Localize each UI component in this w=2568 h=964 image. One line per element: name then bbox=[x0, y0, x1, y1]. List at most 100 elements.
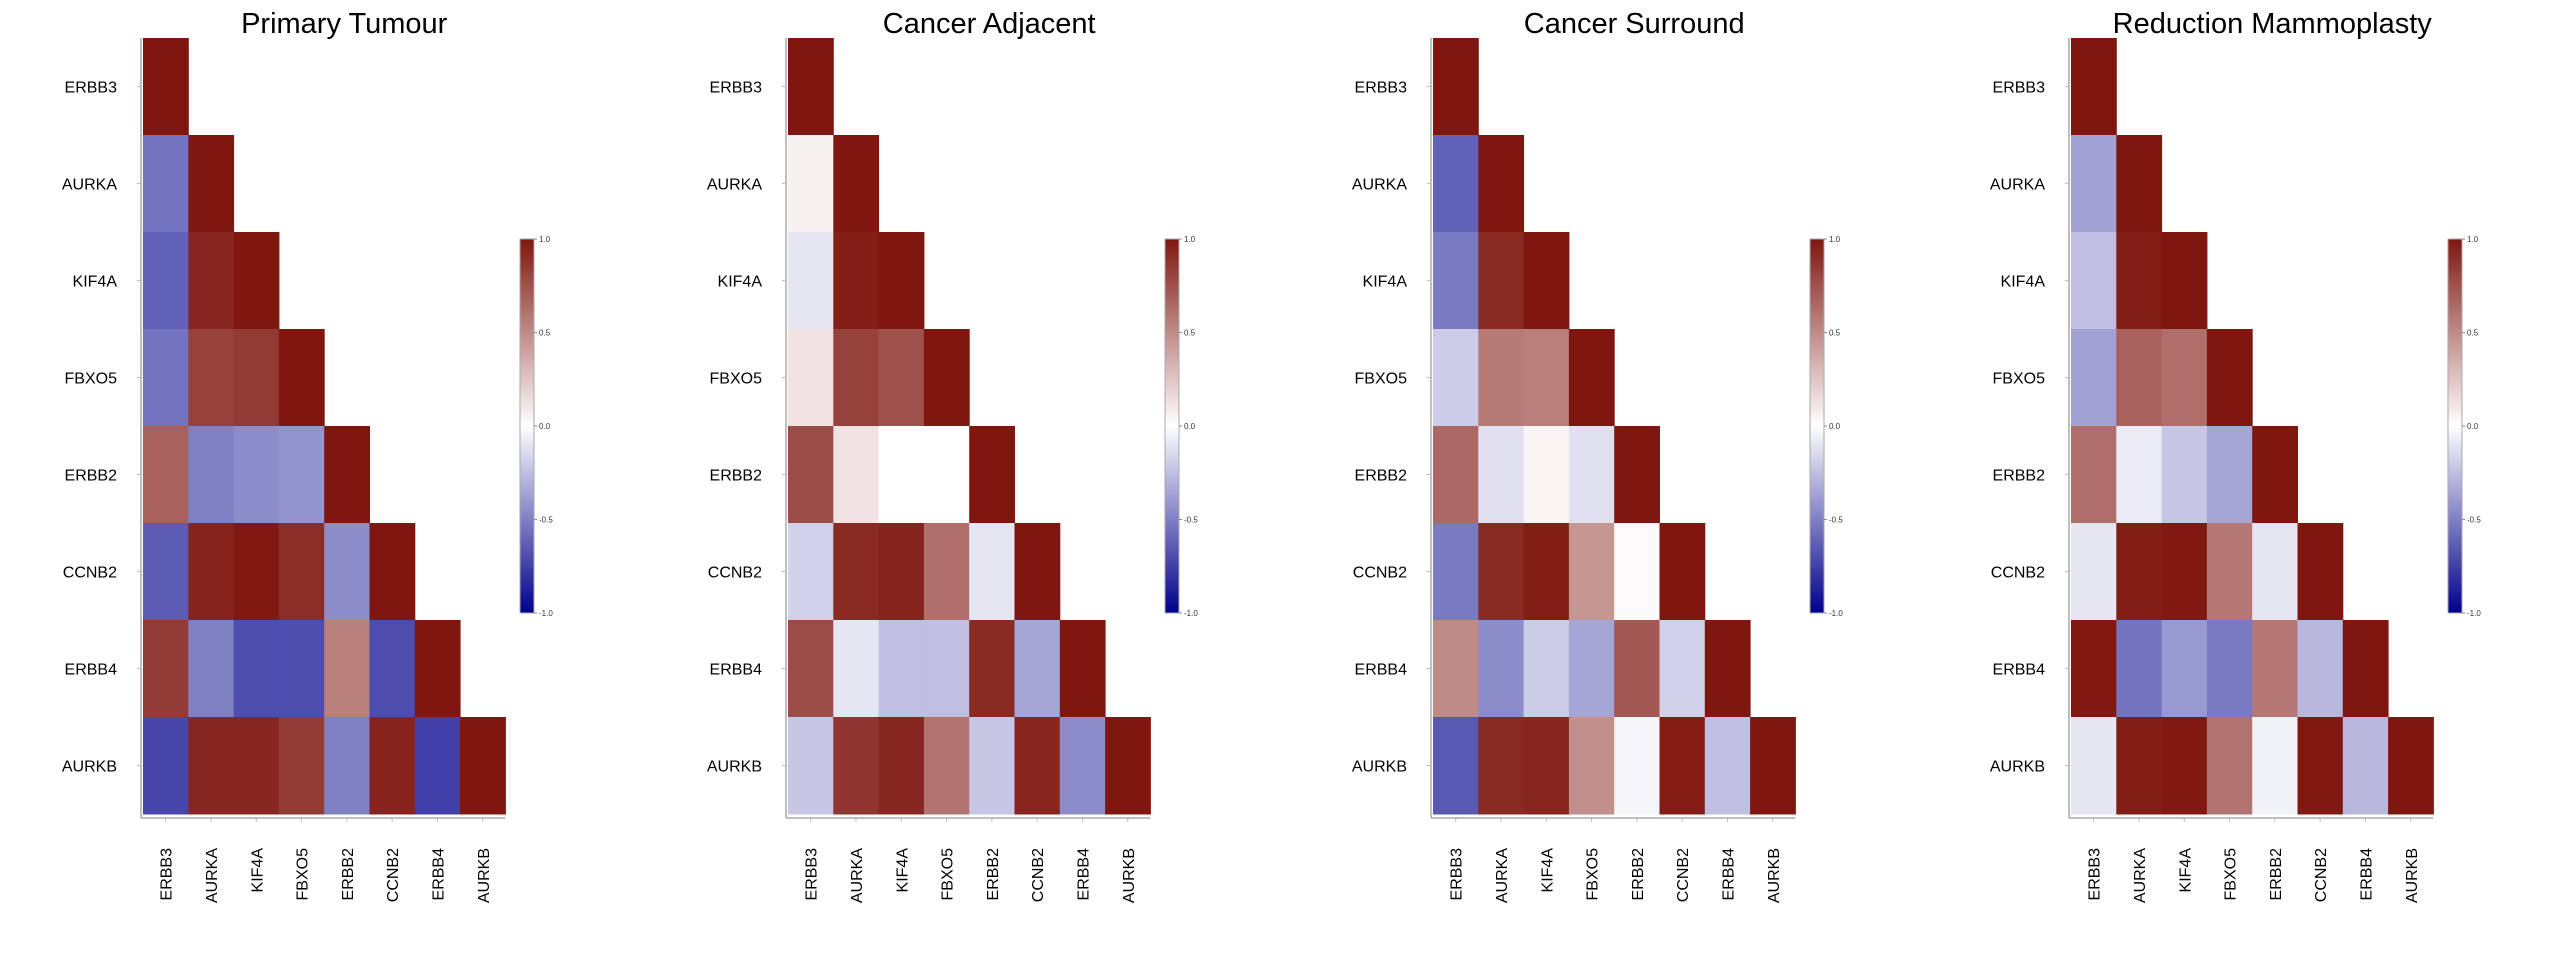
heatmap-cell bbox=[923, 717, 970, 815]
heatmap-cell bbox=[788, 135, 834, 233]
heatmap-cell bbox=[324, 426, 370, 524]
heatmap-cell bbox=[188, 329, 235, 427]
row-label: ERBB2 bbox=[710, 468, 763, 485]
heatmap-cell bbox=[878, 232, 925, 330]
col-label: KIF4A bbox=[1539, 848, 1556, 893]
col-label: ERBB4 bbox=[1720, 848, 1737, 901]
heatmap-cell bbox=[1433, 329, 1479, 427]
row-label: ERBB3 bbox=[65, 80, 118, 97]
col-label: ERBB2 bbox=[985, 848, 1002, 901]
heatmap-cell bbox=[2297, 717, 2344, 815]
heatmap-cell bbox=[2342, 620, 2389, 718]
row-label: ERBB2 bbox=[1993, 468, 2046, 485]
row-label: ERBB3 bbox=[710, 80, 763, 97]
heatmap-cell bbox=[1568, 426, 1615, 524]
heatmap-svg: Cancer Adjacent ERBB3 AURKA KIF4A FBXO5 ERBB2… bbox=[707, 8, 1198, 903]
heatmap-cell bbox=[1433, 620, 1479, 718]
heatmap-cell bbox=[878, 329, 925, 427]
panel-title: Cancer Surround bbox=[1524, 8, 1745, 40]
heatmap-cell bbox=[1478, 426, 1525, 524]
heatmap-cell bbox=[2071, 38, 2117, 136]
heatmap-cell bbox=[2116, 426, 2163, 524]
col-label: ERBB3 bbox=[159, 848, 176, 901]
heatmap-cell bbox=[414, 717, 461, 815]
heatmap-cell bbox=[233, 232, 280, 330]
heatmap-cell bbox=[1059, 620, 1106, 718]
heatmap-cell bbox=[833, 717, 880, 815]
colorbar-tick-label: -0.5 bbox=[539, 516, 553, 525]
col-label: ERBB3 bbox=[2087, 848, 2104, 901]
heatmap-cell bbox=[788, 523, 834, 621]
heatmap-cell bbox=[369, 717, 416, 815]
col-label: CCNB2 bbox=[2313, 848, 2330, 902]
heatmap-cell bbox=[369, 523, 416, 621]
colorbar-tick-label: -1.0 bbox=[1184, 609, 1198, 618]
col-label: AURKB bbox=[1121, 848, 1138, 903]
heatmap-cell bbox=[788, 426, 834, 524]
colorbar-tick-label: 0.0 bbox=[1829, 422, 1841, 431]
heatmap-cell bbox=[878, 426, 925, 524]
colorbar-tick-label: 0.5 bbox=[1829, 329, 1841, 338]
heatmap-cell bbox=[233, 523, 280, 621]
row-label: FBXO5 bbox=[1993, 371, 2046, 388]
colorbar bbox=[1809, 238, 1825, 614]
row-label: KIF4A bbox=[1363, 274, 1408, 291]
heatmap-cell bbox=[233, 717, 280, 815]
row-label: AURKB bbox=[1990, 759, 2045, 776]
heatmap-cell bbox=[2252, 426, 2298, 524]
row-label: AURKA bbox=[1990, 177, 2045, 194]
heatmap-cell bbox=[460, 717, 506, 815]
heatmap-cell bbox=[2071, 426, 2117, 524]
heatmap-cell bbox=[2297, 620, 2344, 718]
heatmap-cell bbox=[1523, 426, 1570, 524]
colorbar-tick-label: 0.5 bbox=[1184, 329, 1196, 338]
col-label: CCNB2 bbox=[1675, 848, 1692, 902]
colorbar bbox=[519, 238, 535, 614]
colorbar-tick-label: -1.0 bbox=[539, 609, 553, 618]
heatmap-cell bbox=[1478, 232, 1525, 330]
heatmap-cell bbox=[923, 426, 970, 524]
heatmap-cell bbox=[233, 620, 280, 718]
heatmap-cell bbox=[2252, 523, 2298, 621]
colorbar-tick-label: 0.0 bbox=[2467, 422, 2479, 431]
heatmap-cell bbox=[188, 426, 235, 524]
col-label: FBXO5 bbox=[295, 848, 312, 901]
heatmap-cell bbox=[143, 620, 189, 718]
heatmap-cell bbox=[1433, 38, 1479, 136]
heatmap-cell bbox=[1014, 523, 1061, 621]
heatmap-cell bbox=[2206, 523, 2253, 621]
heatmap-cell bbox=[788, 232, 834, 330]
heatmap-cell bbox=[833, 232, 880, 330]
row-label: ERBB4 bbox=[65, 662, 118, 679]
heatmap-cell bbox=[833, 620, 880, 718]
heatmap-cell bbox=[143, 426, 189, 524]
heatmap-cell bbox=[878, 620, 925, 718]
heatmap-cell bbox=[278, 523, 325, 621]
heatmap-cell bbox=[2071, 717, 2117, 815]
heatmap-cell bbox=[2161, 717, 2208, 815]
col-label: CCNB2 bbox=[1030, 848, 1047, 902]
heatmap-cell bbox=[233, 426, 280, 524]
heatmap-cell bbox=[2161, 426, 2208, 524]
row-label: KIF4A bbox=[718, 274, 763, 291]
heatmap-cell bbox=[2388, 717, 2434, 815]
col-label: KIF4A bbox=[2177, 848, 2194, 893]
col-label: AURKA bbox=[1494, 848, 1511, 903]
heatmap-cell bbox=[1614, 717, 1660, 815]
heatmap-cell bbox=[1433, 523, 1479, 621]
heatmap-cell bbox=[1478, 523, 1525, 621]
col-label: ERBB2 bbox=[1630, 848, 1647, 901]
heatmap-cell bbox=[923, 329, 970, 427]
heatmap-cell bbox=[2206, 329, 2253, 427]
heatmap-cell bbox=[878, 523, 925, 621]
col-label: KIF4A bbox=[894, 848, 911, 893]
row-label: AURKB bbox=[62, 759, 117, 776]
heatmap-panel: Primary Tumour ERBB3 AURKA KIF4A FBXO5 ERBB2 C… bbox=[0, 0, 642, 964]
heatmap-cell bbox=[969, 523, 1015, 621]
row-label: AURKB bbox=[1352, 759, 1407, 776]
colorbar-tick-label: -1.0 bbox=[2467, 609, 2481, 618]
heatmap-cell bbox=[923, 523, 970, 621]
heatmap-cell bbox=[2116, 232, 2163, 330]
row-label: AURKA bbox=[707, 177, 762, 194]
heatmap-cell bbox=[233, 329, 280, 427]
